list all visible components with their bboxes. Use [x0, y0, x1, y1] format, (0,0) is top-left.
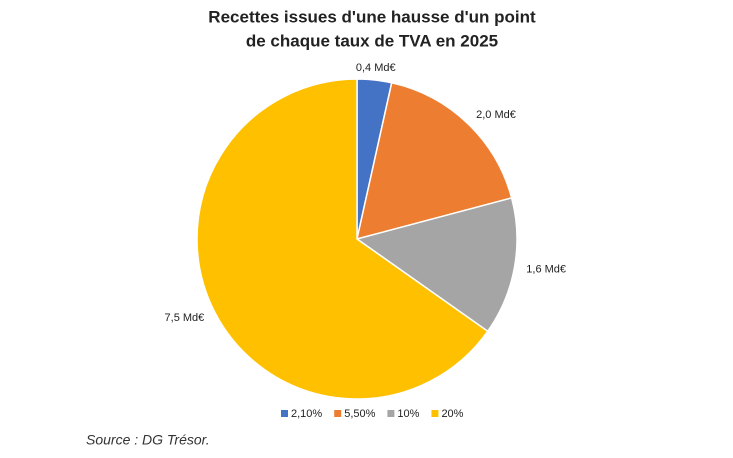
pie-slice: [356, 81, 513, 241]
legend-label: 5,50%: [344, 408, 375, 420]
legend-swatch: [334, 410, 342, 417]
legend-swatch: [387, 410, 395, 417]
data-label: 2,0 Md€: [476, 109, 516, 121]
legend-label: 2,10%: [291, 408, 322, 420]
legend-label: 20%: [441, 408, 463, 420]
pie-slice: [355, 197, 518, 333]
legend-label: 10%: [397, 408, 419, 420]
data-label: 7,5 Md€: [165, 312, 205, 324]
data-label: 0,4 Md€: [356, 62, 396, 74]
legend-swatch: [281, 410, 288, 417]
chart-title: de chaque taux de TVA en 2025: [246, 31, 498, 50]
pie-slice: [196, 78, 489, 400]
source: Source : DG Trésor.: [86, 432, 210, 448]
data-label: 1,6 Md€: [526, 263, 566, 275]
legend-swatch: [431, 410, 439, 417]
chart-title: Recettes issues d'une hausse d'un point: [208, 7, 536, 26]
